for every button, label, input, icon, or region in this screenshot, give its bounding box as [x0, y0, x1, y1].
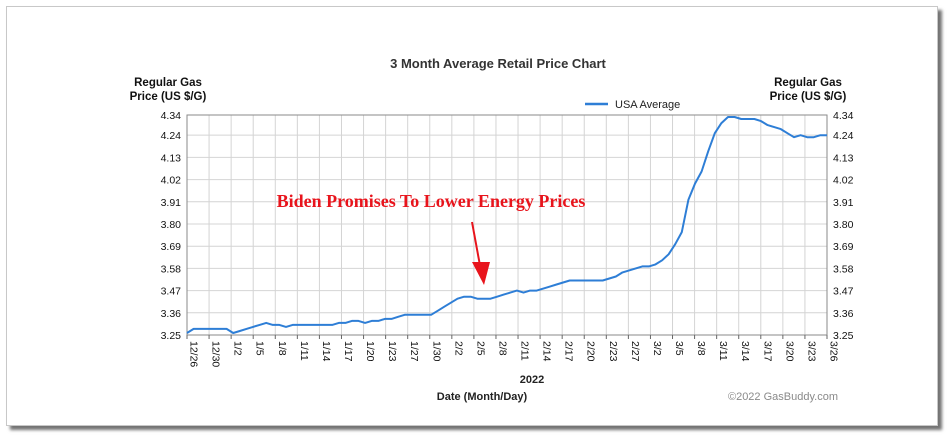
y-tick-right: 3.91 — [833, 197, 854, 209]
y-tick-left: 3.25 — [161, 330, 182, 342]
x-tick-label: 3/20 — [783, 341, 795, 362]
credit: ©2022 GasBuddy.com — [728, 391, 838, 403]
y-tick-left: 4.24 — [161, 130, 182, 142]
y-tick-right: 3.25 — [833, 330, 854, 342]
y-tick-right: 3.69 — [833, 241, 854, 253]
y-tick-left: 3.91 — [161, 197, 182, 209]
y-tick-right: 4.13 — [833, 152, 854, 164]
y-tick-right: 3.80 — [833, 219, 854, 231]
legend-label: USA Average — [615, 99, 680, 111]
y-tick-left: 3.69 — [161, 241, 182, 253]
annotation-arrow — [471, 221, 490, 285]
x-tick-label: 12/26 — [188, 341, 200, 367]
x-tick-label: 2/8 — [496, 341, 508, 356]
y-ticks-right: 3.25 3.36 3.47 3.58 3.69 3.80 3.91 4.02 4.13 4.24… — [833, 110, 854, 342]
x-ticks: 12/26 12/30 1/2 1/5 1/8 1/11 1/14 1/17 1/20 1/23 1… — [186, 335, 840, 367]
y-tick-right: 4.24 — [833, 130, 854, 142]
x-tick-label: 3/11 — [717, 341, 729, 361]
y-axis-label-right-line1: Regular Gas — [774, 77, 842, 89]
y-axis-label-right-line2: Price (US $/G) — [770, 91, 847, 103]
series-line-usa-average — [186, 116, 827, 334]
x-tick-label: 3/26 — [828, 341, 840, 362]
x-tick-label: 1/30 — [430, 341, 442, 362]
y-tick-left: 3.58 — [161, 263, 182, 275]
y-tick-left: 4.02 — [161, 175, 182, 187]
y-tick-right: 3.36 — [833, 308, 854, 320]
y-tick-left: 3.47 — [161, 286, 182, 298]
x-tick-label: 2/5 — [474, 341, 486, 356]
x-tick-label: 1/5 — [254, 341, 266, 356]
y-tick-right: 4.02 — [833, 175, 854, 187]
y-tick-left: 4.34 — [161, 110, 182, 122]
x-tick-label: 3/17 — [761, 341, 773, 362]
y-axis-label-left-line1: Regular Gas — [134, 77, 202, 89]
y-tick-right: 4.34 — [833, 110, 854, 122]
y-tick-left: 3.80 — [161, 219, 182, 231]
x-tick-label: 12/30 — [210, 341, 222, 367]
x-tick-label: 1/23 — [386, 341, 398, 362]
x-tick-label: 1/8 — [276, 341, 288, 356]
y-tick-left: 3.36 — [161, 308, 182, 320]
x-tick-label: 3/14 — [739, 341, 751, 362]
chart-title: 3 Month Average Retail Price Chart — [390, 56, 606, 71]
x-tick-label: 2/14 — [541, 341, 553, 362]
x-tick-label: 3/8 — [695, 341, 707, 356]
plot-area — [186, 114, 828, 336]
y-axis-label-left-line2: Price (US $/G) — [130, 91, 207, 103]
x-tick-label: 3/2 — [651, 341, 663, 356]
y-tick-right: 3.58 — [833, 263, 854, 275]
x-tick-label: 3/5 — [673, 341, 685, 356]
x-tick-label: 2/11 — [519, 341, 531, 361]
x-tick-label: 2/27 — [629, 341, 641, 362]
x-tick-label: 1/17 — [342, 341, 354, 362]
y-tick-right: 3.47 — [833, 286, 854, 298]
y-tick-left: 4.13 — [161, 152, 182, 164]
x-tick-label: 2/20 — [585, 341, 597, 362]
x-tick-label: 1/2 — [232, 341, 244, 356]
x-tick-label: 2/23 — [607, 341, 619, 362]
x-tick-label: 1/14 — [320, 341, 332, 362]
legend: USA Average — [585, 99, 680, 111]
x-tick-label: 1/27 — [408, 341, 420, 362]
x-tick-label: 2/2 — [452, 341, 464, 356]
x-tick-label: 1/11 — [298, 341, 310, 361]
x-tick-label: 1/20 — [364, 341, 376, 362]
x-axis-label: Date (Month/Day) — [437, 391, 528, 403]
annotation-text: Biden Promises To Lower Energy Prices — [277, 191, 586, 211]
x-tick-label: 2/17 — [563, 341, 575, 362]
grid — [186, 114, 828, 336]
x-tick-label: 3/23 — [805, 341, 817, 362]
y-ticks-left: 3.25 3.36 3.47 3.58 3.69 3.80 3.91 4.02 4.13 4.24… — [161, 110, 182, 342]
x-axis-year: 2022 — [520, 374, 544, 386]
